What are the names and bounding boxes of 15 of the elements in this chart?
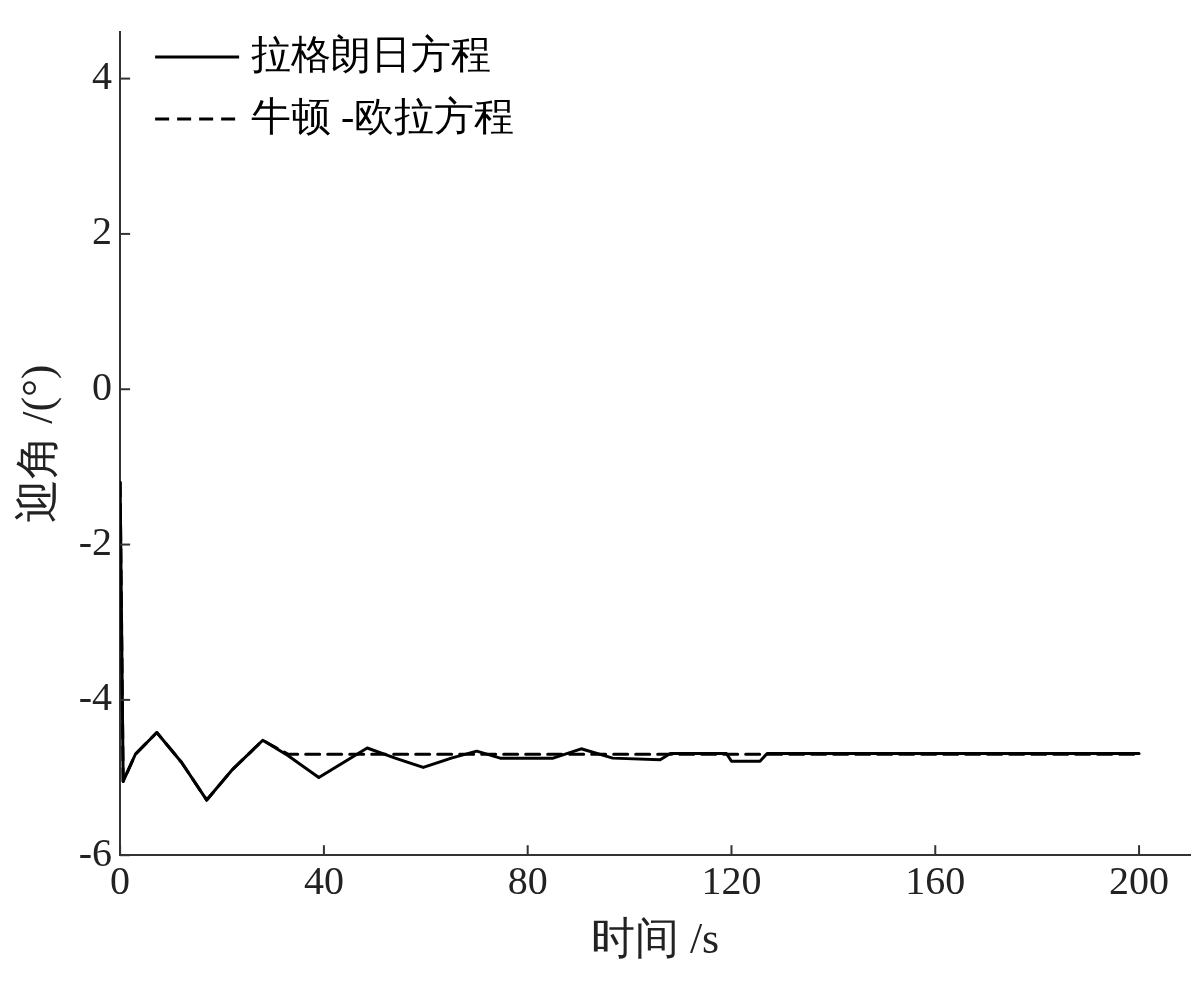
- x-tick-label: 160: [905, 857, 966, 903]
- y-tick-label: -2: [78, 519, 113, 565]
- x-tick-label: 200: [1109, 857, 1170, 903]
- x-tick-label: 120: [701, 857, 762, 903]
- x-tick-label: 40: [303, 857, 344, 903]
- x-axis-title: 时间 /s: [590, 914, 720, 964]
- y-tick-label: 4: [92, 53, 113, 99]
- y-tick-label: -6: [78, 829, 113, 875]
- y-tick-label: -4: [78, 674, 113, 720]
- x-tick-label: 80: [507, 857, 548, 903]
- y-tick-label: 0: [92, 363, 113, 409]
- y-axis-title: 迎角 /(°): [12, 364, 62, 523]
- legend-label: 牛顿 -欧拉方程: [251, 93, 515, 139]
- legend-label: 拉格朗日方程: [251, 31, 492, 77]
- y-tick-label: 2: [92, 208, 113, 254]
